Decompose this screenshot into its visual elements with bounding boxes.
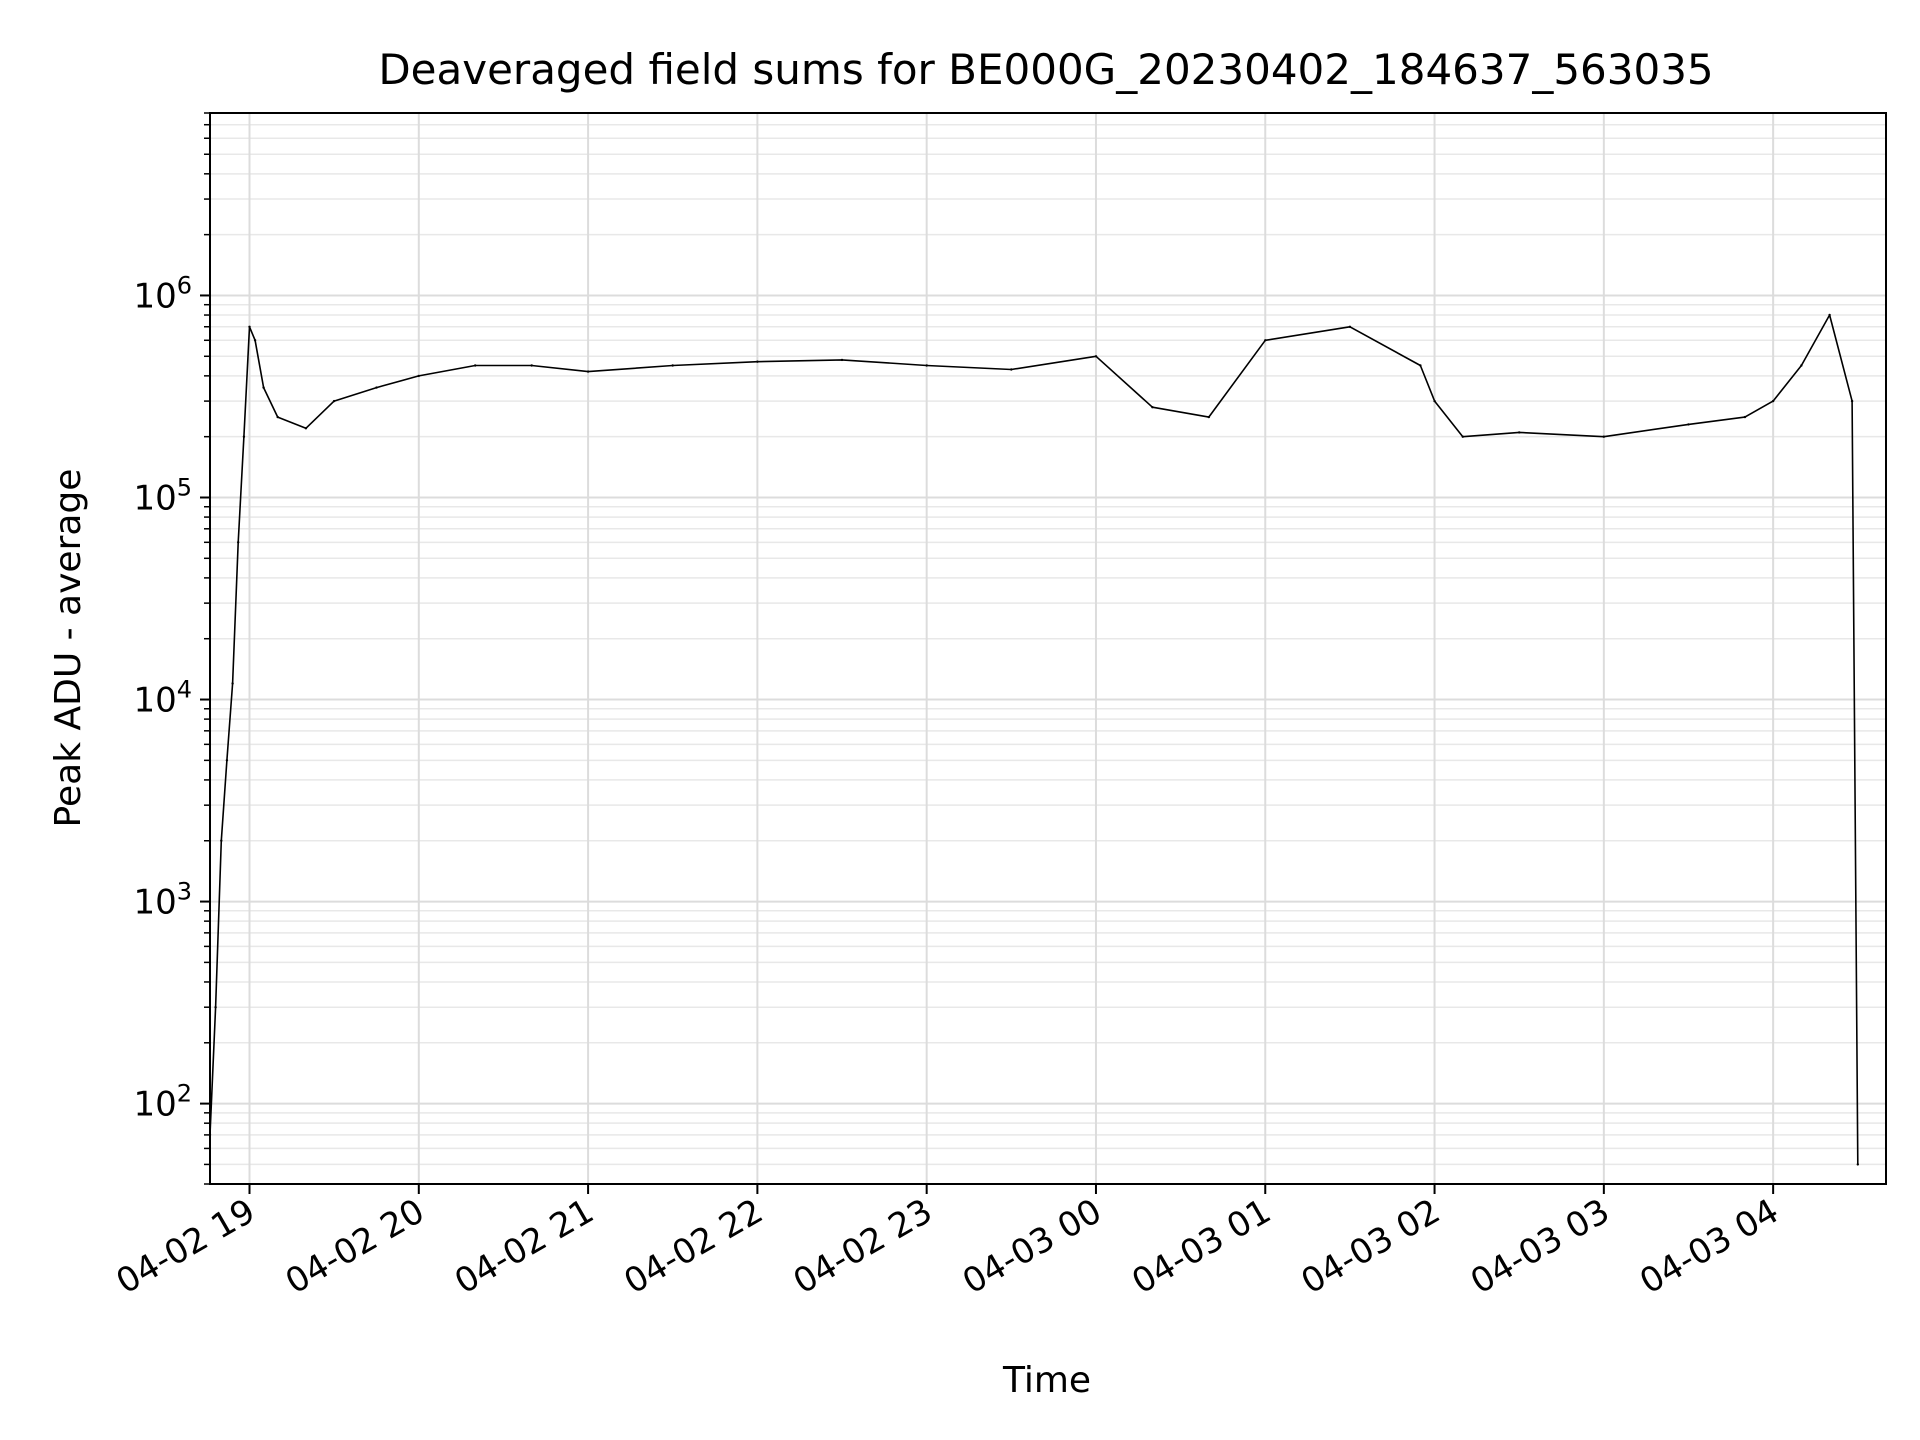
series-point	[1419, 364, 1422, 367]
series-point	[248, 325, 251, 328]
x-tick-label: 04-03 02	[1295, 1191, 1447, 1302]
series-point	[304, 427, 308, 430]
chart-title: Deaveraged field sums for BE000G_2023040…	[378, 45, 1713, 94]
x-tick-label: 04-03 01	[1125, 1191, 1277, 1302]
y-axis: 102 103 104 105 106	[133, 112, 210, 1185]
series-point	[253, 339, 257, 342]
y-tick-label: 104	[133, 676, 192, 721]
series-point	[214, 1006, 217, 1009]
series-point	[1094, 355, 1098, 358]
series-point	[1207, 415, 1211, 419]
x-tick-label: 04-02 23	[787, 1191, 939, 1302]
series-point	[332, 399, 336, 403]
x-axis-label: Time	[1002, 1360, 1091, 1401]
series-line	[209, 314, 1859, 1165]
series-point	[417, 374, 420, 378]
y-tick-label: 105	[133, 473, 192, 518]
series-point	[1850, 399, 1854, 403]
series-point	[925, 364, 928, 367]
grid	[210, 112, 1886, 1185]
series-point	[474, 364, 477, 367]
series-point	[1800, 364, 1803, 367]
series-point	[1743, 415, 1747, 419]
y-tick-label: 103	[133, 878, 192, 923]
x-tick-label: 04-02 20	[279, 1191, 431, 1302]
x-axis: 04-02 19 04-02 20 04-02 21 04-02 22 04-02 23…	[110, 1184, 1786, 1302]
x-tick-label: 04-03 00	[956, 1191, 1108, 1302]
series-point	[1856, 1163, 1860, 1166]
series-point	[1828, 313, 1831, 317]
x-tick-label: 04-02 21	[448, 1191, 600, 1302]
series-point	[276, 415, 279, 419]
x-tick-label: 04-03 03	[1464, 1191, 1616, 1302]
series-point	[671, 364, 674, 367]
series-point	[530, 364, 533, 367]
series-layer	[208, 313, 1860, 1166]
y-axis-label: Peak ADU - average	[48, 469, 89, 828]
series-point	[1348, 325, 1352, 328]
series-point	[1518, 431, 1521, 434]
y-tick-label: 102	[133, 1080, 192, 1125]
series-point	[1010, 368, 1013, 371]
series-point	[231, 682, 234, 685]
series-point	[225, 759, 229, 762]
series-point	[840, 358, 844, 362]
plot-frame	[209, 112, 1887, 1185]
series-point	[1151, 406, 1154, 409]
series-point	[1687, 423, 1690, 426]
series-point	[237, 541, 240, 544]
series-point	[242, 435, 246, 438]
series-point	[1433, 399, 1436, 403]
x-tick-label: 04-03 04	[1633, 1191, 1785, 1302]
series-point	[220, 839, 223, 842]
y-tick-label: 106	[133, 271, 192, 316]
series-point	[1602, 435, 1606, 438]
series-point	[1264, 339, 1267, 342]
series-point	[1771, 399, 1775, 403]
x-tick-label: 04-02 19	[110, 1191, 262, 1302]
series-point	[262, 386, 265, 389]
series-point	[586, 370, 590, 373]
x-tick-label: 04-02 22	[617, 1191, 769, 1302]
series-point	[1461, 435, 1465, 438]
series-point	[375, 386, 378, 389]
series-point	[756, 360, 759, 363]
